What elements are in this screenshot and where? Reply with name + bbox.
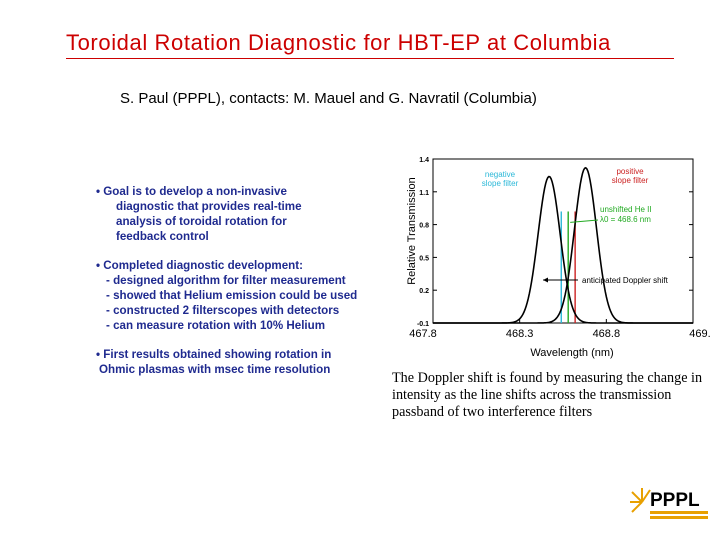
- x-tick-label: 468.3: [506, 328, 534, 340]
- plot-frame: [432, 158, 694, 324]
- x-tick-label: 468.8: [593, 328, 621, 340]
- y-tick-label: 1.4: [419, 157, 429, 164]
- bullet-list: • Goal is to develop a non-invasive diag…: [96, 184, 396, 377]
- negative-filter-label: slope filter: [482, 179, 519, 188]
- bullet-development: • Completed diagnostic development: - de…: [96, 258, 396, 333]
- x-tick-label: 467.8: [409, 328, 437, 340]
- negative-filter-label: negative: [485, 170, 516, 179]
- y-tick-label: 1.1: [419, 190, 429, 197]
- bullet-results: • First results obtained showing rotatio…: [96, 347, 396, 377]
- logo-bar: [650, 516, 708, 519]
- title-underline: [66, 58, 674, 59]
- unshifted-line-label: λ0 = 468.6 nm: [600, 215, 651, 224]
- positive-slope-curve: [433, 166, 693, 324]
- bullet-line: feedback control: [116, 230, 209, 243]
- doppler-shift-label: anticipated Doppler shift: [582, 276, 669, 285]
- y-tick-label: 0.8: [419, 223, 429, 230]
- positive-filter-label: slope filter: [612, 176, 649, 185]
- authors-line: S. Paul (PPPL), contacts: M. Mauel and G…: [120, 90, 537, 107]
- bullet-line: - constructed 2 filterscopes with detect…: [106, 304, 340, 317]
- x-axis-label: Wavelength (nm): [530, 347, 613, 359]
- y-tick-label: 0.5: [419, 255, 429, 262]
- pppl-logo: PPPL: [630, 488, 708, 519]
- bullet-line: • Goal is to develop a non-invasive: [96, 185, 287, 198]
- sunburst-icon: [630, 488, 651, 513]
- y-axis-label: Relative Transmission: [406, 177, 418, 285]
- logo-text: PPPL: [650, 490, 700, 511]
- transmission-chart: Relative Transmission Wavelength (nm) 1.…: [406, 157, 710, 359]
- logo-bar: [650, 511, 708, 514]
- bullet-line: - can measure rotation with 10% Helium: [106, 319, 326, 332]
- positive-filter-label: positive: [616, 167, 644, 176]
- bullet-line: • Completed diagnostic development:: [96, 259, 303, 272]
- y-tick-label: 0.2: [419, 288, 429, 295]
- doppler-arrowhead: [543, 277, 548, 283]
- bullet-line: - designed algorithm for filter measurem…: [106, 274, 346, 287]
- unshifted-pointer: [570, 219, 599, 223]
- bullet-line: analysis of toroidal rotation for: [116, 215, 287, 228]
- slide-title: Toroidal Rotation Diagnostic for HBT-EP …: [66, 30, 611, 55]
- y-tick-label: -0.1: [417, 321, 429, 328]
- x-tick-label: 469.3: [689, 328, 710, 340]
- bullet-goal: • Goal is to develop a non-invasive diag…: [96, 184, 396, 244]
- figure-caption: The Doppler shift is found by measuring …: [392, 370, 703, 420]
- bullet-line: • First results obtained showing rotatio…: [96, 348, 332, 361]
- bullet-line: Ohmic plasmas with msec time resolution: [99, 363, 331, 376]
- bullet-line: - showed that Helium emission could be u…: [106, 289, 358, 302]
- unshifted-line-label: unshifted He II: [600, 205, 652, 214]
- bullet-line: diagnostic that provides real-time: [116, 200, 302, 213]
